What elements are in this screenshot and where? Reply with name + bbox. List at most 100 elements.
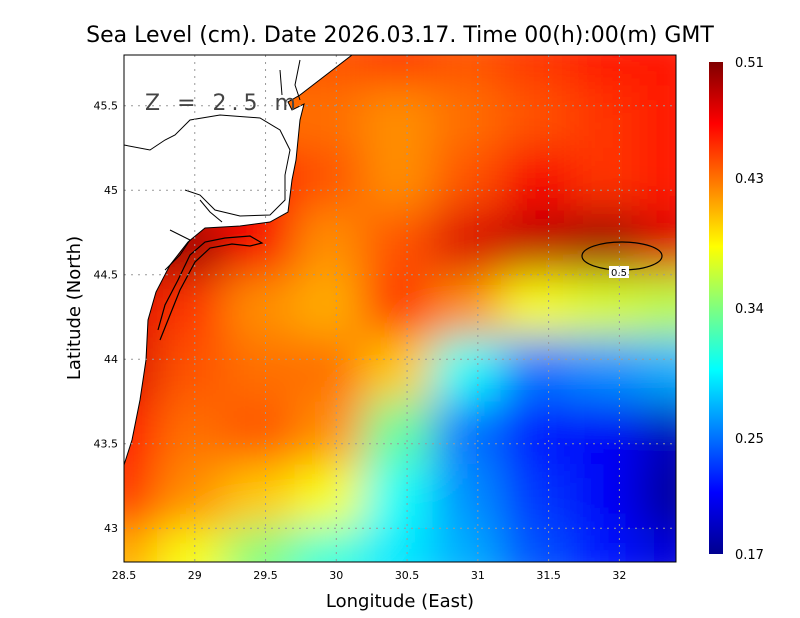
y-tick-label: 44.5 (94, 269, 119, 282)
heatmap-cell (570, 464, 644, 532)
heatmap-cell (639, 55, 676, 89)
heatmap-cell (432, 148, 506, 216)
heatmap-cell (639, 528, 676, 562)
heatmap-cell (639, 337, 676, 405)
heatmap-cell (432, 337, 506, 405)
x-tick-label: 32 (612, 569, 626, 582)
colorbar-tick-label: 0.51 (735, 56, 764, 71)
y-tick-label: 45.5 (94, 100, 119, 113)
heatmap-cell (639, 148, 676, 216)
heatmap-cell (570, 274, 644, 343)
heatmap-cell (500, 85, 574, 153)
heatmap-cell (124, 528, 161, 562)
gridlines (124, 55, 676, 562)
colorbar-tick-labels: 0.51 0.43 0.34 0.25 0.17 (735, 56, 764, 563)
colorbar-tick-label: 0.17 (735, 548, 764, 563)
heatmap-cell (432, 274, 506, 343)
heatmap-cell (156, 274, 230, 343)
heatmap-cells (124, 55, 676, 562)
heatmap-cell (639, 464, 676, 532)
heatmap-cell (224, 337, 298, 405)
heatmap-cell (570, 337, 644, 405)
colorbar (709, 62, 723, 554)
heatmap-area (124, 55, 676, 562)
heatmap-cell (363, 464, 437, 532)
x-tick-label: 30.5 (395, 569, 420, 582)
x-tick-label: 31 (471, 569, 485, 582)
heatmap-cell (363, 148, 437, 216)
heatmap-cell (363, 528, 437, 562)
y-tick-label: 43.5 (94, 438, 119, 451)
heatmap-cell (570, 210, 644, 278)
heatmap-cell (156, 337, 230, 405)
chart-title: Sea Level (cm). Date 2026.03.17. Time 00… (86, 23, 714, 48)
coastline-inner (124, 59, 301, 271)
heatmap-cell (639, 274, 676, 343)
heatmap-cell (363, 55, 437, 89)
heatmap-cell (639, 401, 676, 469)
heatmap-cell (294, 274, 368, 343)
heatmap-cell (500, 210, 574, 278)
x-tick-label: 29.5 (253, 569, 278, 582)
heatmap-cell (156, 528, 230, 562)
heatmap-cell (156, 401, 230, 469)
heatmap-cell (294, 337, 368, 405)
x-tick-label: 31.5 (536, 569, 561, 582)
heatmap-cell (500, 337, 574, 405)
heatmap-cell (500, 148, 574, 216)
x-axis-label: Longitude (East) (326, 591, 474, 612)
heatmap-cell (294, 528, 368, 562)
heatmap-cell (294, 210, 368, 278)
heatmap-cell (294, 148, 368, 216)
heatmap-cell (294, 85, 368, 153)
heatmap-cell (294, 464, 368, 532)
heatmap-cell (500, 55, 574, 89)
heatmap-cell (363, 337, 437, 405)
colorbar-tick-label: 0.34 (735, 302, 764, 317)
x-tick-label: 29 (188, 569, 202, 582)
heatmap-cell (432, 210, 506, 278)
heatmap-cell (570, 401, 644, 469)
heatmap-cell (570, 528, 644, 562)
heatmap-cell (224, 528, 298, 562)
heatmap-cell (500, 274, 574, 343)
heatmap-cell (432, 464, 506, 532)
y-tick-label: 45 (104, 184, 118, 197)
x-tick-label: 30 (329, 569, 343, 582)
heatmap-cell (224, 464, 298, 532)
x-tick-labels: 28.5 29 29.5 30 30.5 31 31.5 32 (112, 569, 627, 582)
x-tick-label: 28.5 (112, 569, 137, 582)
heatmap-cell (432, 401, 506, 469)
heatmap-cell (224, 401, 298, 469)
heatmap-cell (363, 210, 437, 278)
y-tick-labels: 43 43.5 44 44.5 45 45.5 (94, 100, 119, 536)
heatmap-cell (570, 55, 644, 89)
heatmap-cell (500, 528, 574, 562)
heatmap-cell (570, 85, 644, 153)
heatmap-cell (363, 85, 437, 153)
y-tick-label: 44 (104, 353, 118, 366)
heatmap-cell (156, 464, 230, 532)
land-mass (124, 55, 353, 466)
colorbar-tick-label: 0.43 (735, 172, 764, 187)
heatmap-cell (432, 85, 506, 153)
heatmap-cell (570, 148, 644, 216)
y-axis-label: Latitude (North) (64, 236, 85, 380)
colorbar-tick-label: 0.25 (735, 432, 764, 447)
heatmap-cell (363, 274, 437, 343)
heatmap-cell (224, 274, 298, 343)
y-tick-label: 43 (104, 522, 118, 535)
z-annotation: Z = 2.5 m (145, 91, 301, 116)
heatmap-cell (432, 528, 506, 562)
plot-frame (123, 54, 677, 563)
heatmap-cell (500, 464, 574, 532)
heatmap-cell (432, 55, 506, 89)
contour-0.5-coast (157, 235, 264, 341)
heatmap-cell (363, 401, 437, 469)
heatmap-cell (124, 464, 161, 532)
heatmap-cell (500, 401, 574, 469)
heatmap-cell (294, 401, 368, 469)
heatmap-cell (639, 85, 676, 153)
